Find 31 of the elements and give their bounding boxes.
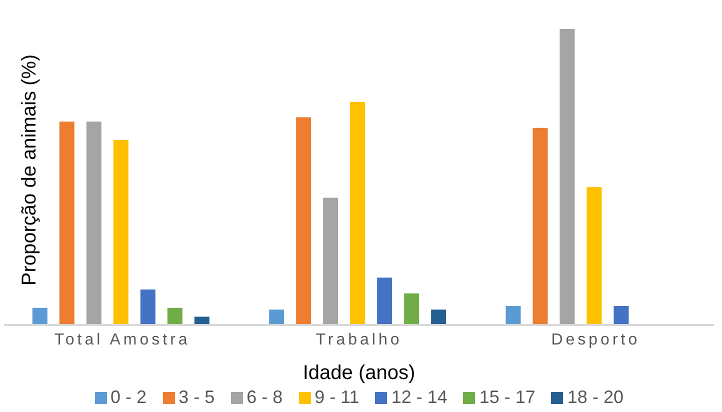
bar [586,187,602,325]
bar [377,278,392,325]
bar [296,117,312,325]
bar [323,198,338,325]
legend-label: 15 - 17 [478,387,536,408]
x-tick-label: Total Amostra [54,331,190,348]
legend-label: 6 - 8 [246,387,283,408]
bar [86,122,102,325]
bar [194,316,210,325]
bar [404,293,420,325]
bar [350,102,366,325]
x-tick-label: Trabalho [316,331,402,348]
bar [167,308,182,325]
bar [614,306,629,325]
x-tick-label: Desporto [551,331,640,348]
bar [140,289,156,325]
legend-label: 18 - 20 [566,387,624,408]
bar [560,29,575,325]
legend-label: 12 - 14 [390,387,448,408]
bar [532,128,548,325]
legend-label: 3 - 5 [178,387,215,408]
bar [506,306,521,325]
bar [113,140,128,325]
x-axis-title: Idade (anos) [302,362,416,384]
bar [32,308,48,325]
bar [59,122,74,325]
bar [269,310,284,325]
bar [431,310,446,325]
y-axis-title: Proporção de animais (%) [18,54,40,286]
legend-label: 0 - 2 [110,387,147,408]
legend-label: 9 - 11 [314,387,360,408]
